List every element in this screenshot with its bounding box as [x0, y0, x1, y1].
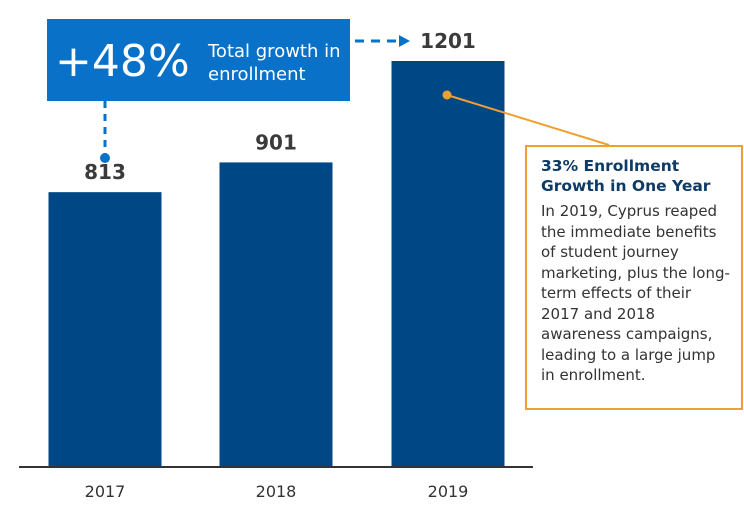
value-labels: 813 901 1201	[84, 29, 476, 184]
bar-2019	[391, 61, 505, 467]
growth-connector-dot	[100, 153, 110, 163]
category-label-2018: 2018	[256, 482, 297, 501]
enrollment-note-callout: 33% Enrollment Growth in One Year In 201…	[525, 145, 743, 410]
growth-callout: +48% Total growth in enrollment	[47, 19, 350, 101]
category-label-2017: 2017	[85, 482, 126, 501]
note-connector-dot	[442, 90, 452, 100]
note-title: 33% Enrollment Growth in One Year	[541, 157, 711, 195]
category-label-2019: 2019	[428, 482, 469, 501]
value-label-2017: 813	[84, 160, 126, 184]
value-label-2018: 901	[255, 130, 297, 154]
note-body: In 2019, Cyprus reaped the immediate ben…	[541, 202, 730, 384]
value-label-2019: 1201	[420, 29, 476, 53]
growth-percent: +48%	[55, 36, 190, 87]
category-labels: 2017 2018 2019	[85, 482, 469, 501]
bar-2017	[48, 192, 162, 467]
note-connector-line	[446, 94, 610, 146]
growth-arrowhead-icon	[399, 35, 410, 47]
bar-2018	[219, 162, 333, 468]
growth-caption: Total growth in enrollment	[208, 41, 341, 85]
bars	[48, 61, 505, 468]
